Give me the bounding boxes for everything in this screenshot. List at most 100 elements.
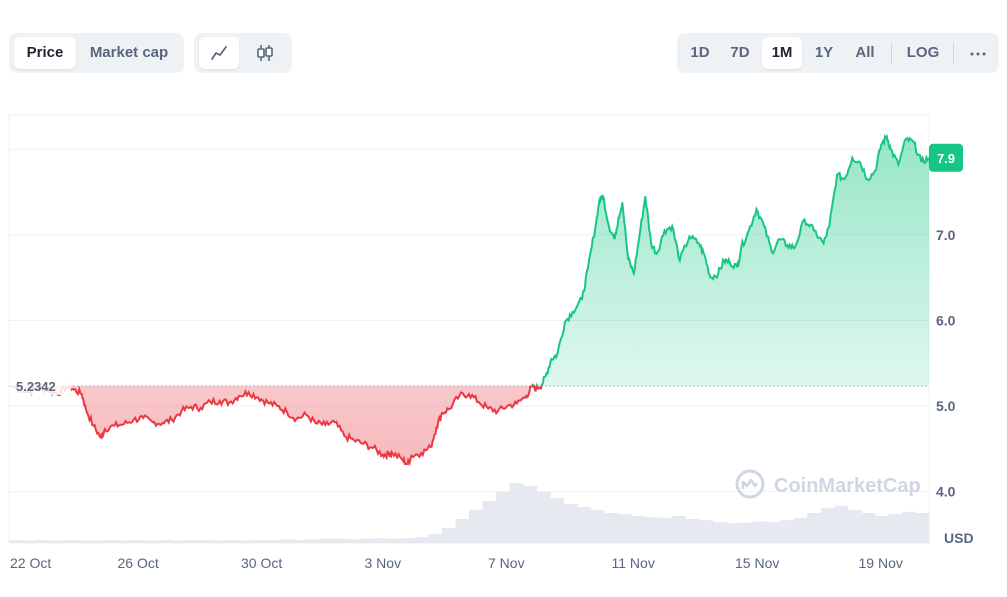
volume-bar [604, 513, 619, 543]
volume-bar [482, 501, 497, 543]
volume-bar [252, 540, 267, 543]
volume-bar [401, 538, 416, 543]
volume-bar [699, 520, 714, 543]
price-line-down [8, 385, 543, 466]
volume-bar [888, 514, 903, 543]
x-tick-label: 11 Nov [612, 555, 655, 571]
volume-bar [455, 519, 470, 543]
tab-price[interactable]: Price [14, 37, 76, 69]
volume-bar [793, 517, 808, 543]
volume-bar [469, 510, 484, 543]
volume-bar [414, 537, 429, 543]
range-all[interactable]: All [855, 44, 875, 61]
x-tick-label: 7 Nov [488, 555, 525, 571]
volume-bar [184, 540, 199, 543]
volume-bar [847, 510, 862, 543]
volume-bar [49, 540, 64, 543]
volume-bar [36, 540, 51, 543]
volume-bars [9, 483, 930, 543]
volume-bar [712, 522, 727, 543]
volume-bar [63, 540, 78, 543]
volume-bar [441, 528, 456, 543]
log-scale-toggle[interactable]: LOG [906, 44, 940, 61]
more-button[interactable] [961, 37, 995, 69]
volume-bar [90, 540, 105, 543]
volume-bar [861, 513, 876, 543]
candlestick-button[interactable] [244, 37, 286, 69]
current-price-badge [929, 143, 963, 172]
volume-bar [374, 538, 389, 543]
tab-market-cap[interactable]: Market cap [89, 44, 169, 61]
volume-bar [509, 483, 524, 543]
baseline-label: 5.2342 [16, 379, 56, 394]
volume-bar [874, 516, 889, 543]
x-tick-label: 15 Nov [735, 555, 779, 571]
volume-bar [387, 538, 402, 543]
chart-type-toggle [194, 33, 292, 73]
area-below-baseline [9, 385, 929, 465]
volume-bar [9, 540, 24, 543]
area-above-baseline [9, 136, 929, 386]
volume-bar [496, 492, 511, 543]
y-tick-label: 5.0 [936, 398, 956, 414]
volume-bar [726, 523, 741, 543]
y-tick-label: 4.0 [936, 484, 956, 500]
volume-bar [117, 540, 132, 543]
volume-bar [644, 517, 659, 543]
volume-bar [766, 522, 781, 543]
price-line-up [8, 133, 930, 386]
x-tick-label: 22 Oct [10, 555, 51, 571]
volume-bar [563, 504, 578, 543]
volume-bar [225, 540, 240, 543]
currency-label: USD [944, 530, 974, 546]
metric-toggle: Price Market cap [9, 33, 184, 73]
volume-bar [753, 521, 768, 543]
volume-bar [306, 539, 321, 543]
watermark-text: CoinMarketCap [774, 475, 921, 497]
range-7d[interactable]: 7D [730, 44, 750, 61]
volume-bar [157, 540, 172, 543]
volume-bar [266, 540, 281, 543]
watermark: CoinMarketCap [735, 469, 921, 499]
volume-bar [320, 538, 335, 543]
volume-bar [577, 507, 592, 543]
volume-bar [279, 539, 294, 543]
line-chart-button[interactable] [199, 37, 239, 69]
more-divider [953, 42, 954, 64]
price-labels: 5.2342 7.9 [9, 143, 963, 395]
more-horizontal-icon [970, 52, 986, 56]
x-tick-label: 3 Nov [365, 555, 402, 571]
line-chart-icon [211, 46, 227, 60]
volume-bar [293, 540, 308, 543]
current-price-label: 7.9 [937, 151, 955, 166]
price-areas [9, 136, 929, 465]
volume-bar [360, 538, 375, 543]
volume-bar [590, 510, 605, 543]
volume-bar [130, 540, 145, 543]
volume-bar [671, 516, 686, 543]
volume-bar [103, 540, 118, 543]
volume-bar [685, 519, 700, 543]
range-1y[interactable]: 1Y [814, 44, 834, 61]
y-tick-label: 7.0 [936, 227, 956, 243]
volume-bar [617, 514, 632, 543]
x-tick-label: 19 Nov [859, 555, 903, 571]
volume-bar [211, 540, 226, 543]
volume-bar [171, 540, 186, 543]
y-axis: 4.0 5.0 6.0 7.0 USD [936, 227, 974, 546]
x-tick-label: 26 Oct [118, 555, 159, 571]
volume-bar [658, 517, 673, 543]
volume-bar [144, 540, 159, 543]
volume-bar [807, 513, 822, 543]
range-toggle: 1D 7D 1M 1Y All LOG [677, 33, 999, 73]
volume-bar [780, 520, 795, 543]
range-1m[interactable]: 1M [762, 37, 802, 69]
volume-bar [239, 540, 254, 543]
x-tick-label: 30 Oct [241, 555, 282, 571]
volume-bar [901, 511, 916, 543]
volume-bar [820, 508, 835, 543]
x-axis: 22 Oct 26 Oct 30 Oct 3 Nov 7 Nov 11 Nov 15 Nov… [10, 555, 903, 571]
range-1d[interactable]: 1D [690, 44, 710, 61]
price-lines [8, 133, 930, 466]
